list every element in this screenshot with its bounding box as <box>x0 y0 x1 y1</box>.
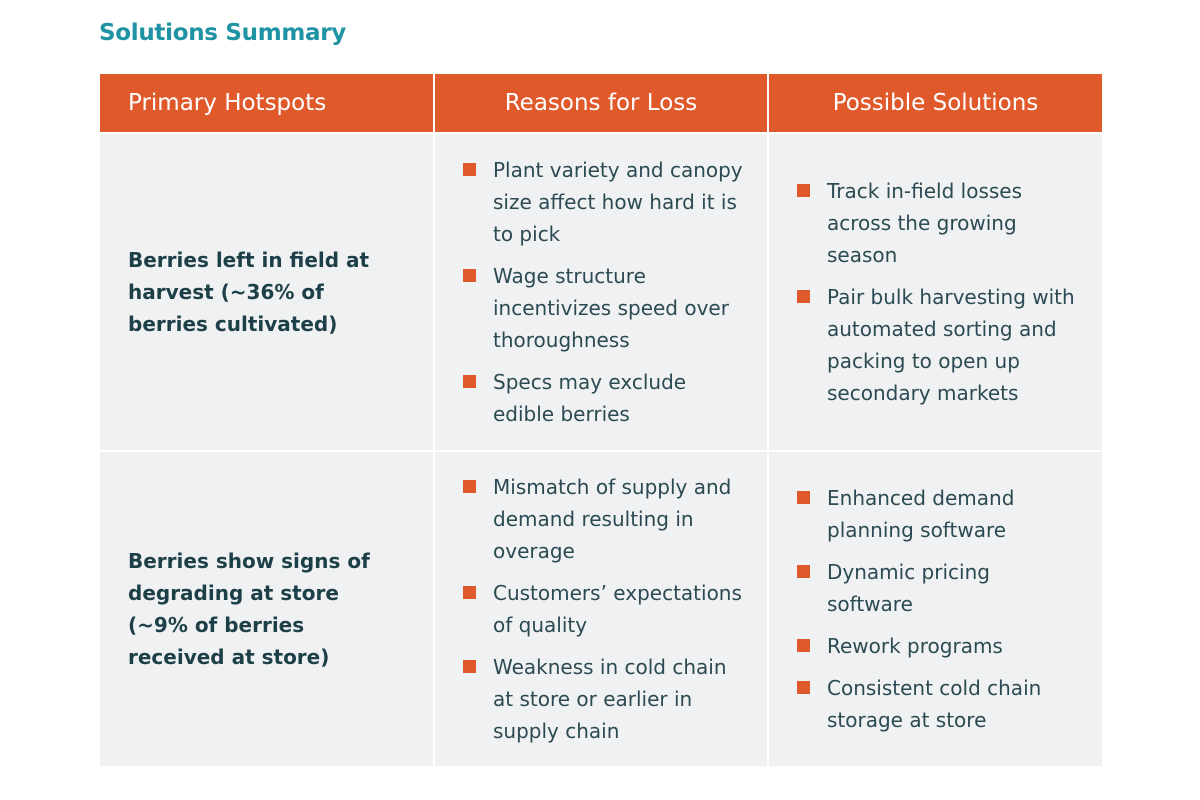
list-item: Specs may exclude edible berries <box>463 366 747 430</box>
list-item: Rework programs <box>797 630 1082 662</box>
list-item: Weakness in cold chain at store or earli… <box>463 651 747 747</box>
header-primary-hotspots: Primary Hotspots <box>100 74 435 133</box>
list-item: Customers’ expectations of quality <box>463 577 747 641</box>
list-item-text: Consistent cold chain storage at store <box>827 676 1042 732</box>
header-possible-solutions: Possible Solutions <box>768 74 1102 133</box>
list-item-text: Weakness in cold chain at store or earli… <box>493 655 727 743</box>
bullet-square-icon <box>463 660 476 673</box>
solutions-list: Enhanced demand planning software Dynami… <box>769 482 1102 736</box>
reasons-list: Plant variety and canopy size affect how… <box>435 154 767 430</box>
list-item-text: Plant variety and canopy size affect how… <box>493 158 743 246</box>
bullet-square-icon <box>463 586 476 599</box>
list-item: Consistent cold chain storage at store <box>797 672 1082 736</box>
list-item-text: Wage structure incentivizes speed over t… <box>493 264 729 352</box>
list-item-text: Dynamic pricing software <box>827 560 990 616</box>
table-header-row: Primary Hotspots Reasons for Loss Possib… <box>100 74 1102 133</box>
list-item: Plant variety and canopy size affect how… <box>463 154 747 250</box>
bullet-square-icon <box>463 375 476 388</box>
list-item-text: Mismatch of supply and demand resulting … <box>493 475 732 563</box>
list-item: Pair bulk harvesting with automated sort… <box>797 281 1082 409</box>
solutions-table: Primary Hotspots Reasons for Loss Possib… <box>100 74 1102 766</box>
list-item-text: Specs may exclude edible berries <box>493 370 687 426</box>
solutions-cell: Enhanced demand planning software Dynami… <box>768 450 1102 766</box>
list-item-text: Pair bulk harvesting with automated sort… <box>827 285 1075 405</box>
list-item-text: Rework programs <box>827 634 1003 658</box>
list-item: Dynamic pricing software <box>797 556 1082 620</box>
bullet-square-icon <box>797 639 810 652</box>
reasons-list: Mismatch of supply and demand resulting … <box>435 471 767 747</box>
table-row: Berries left in field at harvest (~36% o… <box>100 132 1102 451</box>
list-item: Mismatch of supply and demand resulting … <box>463 471 747 567</box>
bullet-square-icon <box>463 269 476 282</box>
reasons-cell: Plant variety and canopy size affect how… <box>434 132 769 451</box>
bullet-square-icon <box>463 163 476 176</box>
hotspot-text: Berries show signs of degrading at store… <box>128 549 370 669</box>
bullet-square-icon <box>797 290 810 303</box>
solutions-cell: Track in-field losses across the growing… <box>768 132 1102 451</box>
hotspot-cell: Berries left in field at harvest (~36% o… <box>100 132 435 451</box>
bullet-square-icon <box>797 681 810 694</box>
bullet-square-icon <box>797 184 810 197</box>
hotspot-text: Berries left in field at harvest (~36% o… <box>128 248 370 336</box>
hotspot-cell: Berries show signs of degrading at store… <box>100 450 435 766</box>
page-title: Solutions Summary <box>99 20 347 46</box>
solutions-list: Track in-field losses across the growing… <box>769 175 1102 409</box>
list-item-text: Enhanced demand planning software <box>827 486 1015 542</box>
bullet-square-icon <box>797 565 810 578</box>
list-item: Enhanced demand planning software <box>797 482 1082 546</box>
list-item: Track in-field losses across the growing… <box>797 175 1082 271</box>
header-reasons-for-loss: Reasons for Loss <box>434 74 769 133</box>
list-item-text: Customers’ expectations of quality <box>493 581 742 637</box>
list-item-text: Track in-field losses across the growing… <box>827 179 1023 267</box>
table-row: Berries show signs of degrading at store… <box>100 450 1102 766</box>
bullet-square-icon <box>463 480 476 493</box>
bullet-square-icon <box>797 491 810 504</box>
reasons-cell: Mismatch of supply and demand resulting … <box>434 450 769 766</box>
list-item: Wage structure incentivizes speed over t… <box>463 260 747 356</box>
